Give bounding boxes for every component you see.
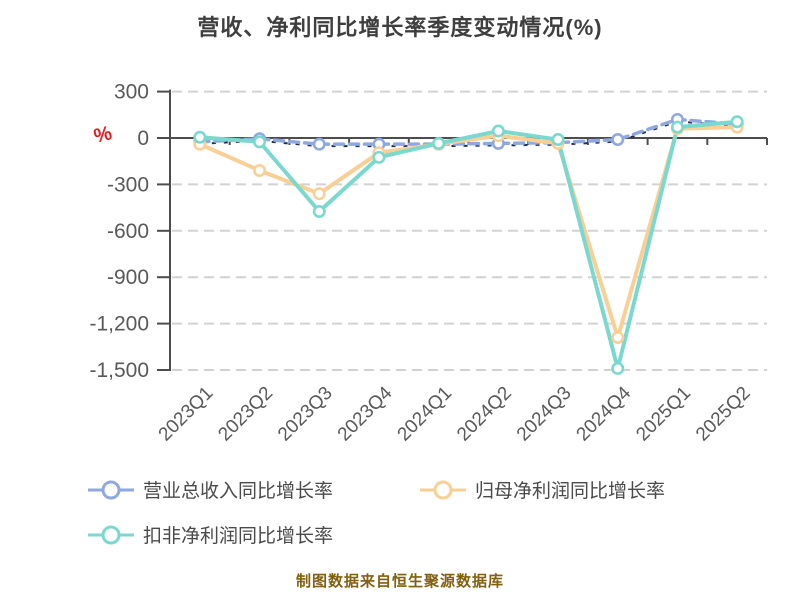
legend-marker-blue-icon [88, 480, 134, 499]
legend-marker-teal-icon [88, 525, 134, 544]
data-point [491, 124, 505, 138]
legend-item-total-revenue-growth[interactable]: 营业总收入同比增长率 [88, 476, 333, 503]
x-tick-label: 2024Q3 [513, 383, 576, 446]
data-point [253, 135, 267, 149]
line-chart-plot: 3000-300-600-900-1,200-1,500%2023Q12023Q… [89, 81, 768, 446]
data-point [611, 361, 625, 375]
x-tick-label: 2025Q1 [632, 383, 695, 446]
y-tick-label: -300 [107, 173, 149, 196]
data-point [432, 136, 446, 150]
y-tick-label: 0 [137, 127, 149, 150]
data-point [312, 137, 326, 151]
legend-label: 营业总收入同比增长率 [143, 481, 334, 502]
y-tick-label: 300 [114, 81, 149, 104]
x-tick-label: 2024Q1 [394, 383, 457, 446]
legend-item-net-profit-growth[interactable]: 归母净利润同比增长率 [420, 476, 665, 503]
chart-legend: 营业总收入同比增长率 归母净利润同比增长率 扣非净利润同比增长率 [88, 476, 768, 556]
x-tick-label: 2023Q2 [214, 383, 277, 446]
y-tick-label: -1,200 [89, 313, 149, 336]
data-point [611, 133, 625, 147]
data-point [670, 120, 684, 134]
series-line-deducted-net-profit [199, 119, 738, 371]
x-tick-label: 2024Q2 [453, 383, 516, 446]
y-tick-label: -600 [107, 220, 149, 243]
y-tick-label: -900 [107, 266, 149, 289]
series-line-net-profit [199, 125, 738, 340]
x-tick-label: 2023Q3 [274, 383, 337, 446]
x-tick-label: 2023Q4 [334, 382, 397, 445]
legend-label: 归母净利润同比增长率 [475, 481, 666, 502]
legend-item-deducted-net-profit-growth[interactable]: 扣非净利润同比增长率 [88, 521, 333, 548]
data-point [312, 204, 326, 218]
legend-label: 扣非净利润同比增长率 [143, 526, 334, 547]
y-axis-unit-label: % [92, 122, 115, 148]
data-point [312, 187, 326, 201]
chart-title: 营收、净利同比增长率季度变动情况(%) [197, 15, 603, 40]
x-tick-label: 2023Q1 [155, 383, 218, 446]
data-point [253, 163, 267, 177]
data-point [372, 150, 386, 164]
x-tick-label: 2025Q2 [692, 383, 755, 446]
x-tick-label: 2024Q4 [573, 382, 636, 445]
data-point [730, 115, 744, 129]
data-point [611, 331, 625, 345]
data-source-note: 制图数据来自恒生聚源数据库 [295, 573, 504, 590]
legend-marker-orange-icon [420, 480, 466, 499]
data-point [551, 133, 565, 147]
data-point [193, 130, 207, 144]
y-tick-label: -1,500 [89, 359, 149, 382]
series-line-total-revenue [198, 117, 739, 146]
